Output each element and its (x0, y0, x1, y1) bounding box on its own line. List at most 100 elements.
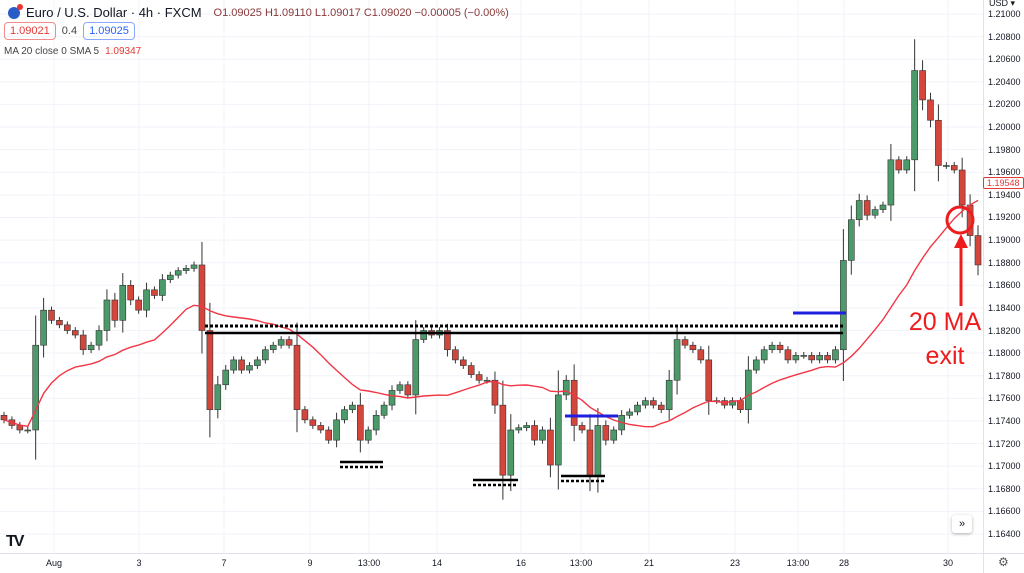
candle-body (626, 411, 633, 416)
candle-body (206, 330, 214, 410)
currency-selector[interactable]: USD ▾ (989, 0, 1016, 8)
candle-body (855, 200, 863, 221)
candle-body (903, 159, 911, 171)
candle-body (238, 359, 245, 371)
candle-body (642, 400, 649, 406)
candle-body (198, 264, 206, 331)
candle-body (705, 359, 713, 401)
candle-body (246, 365, 253, 371)
candle-body (507, 429, 515, 476)
candle-body (499, 404, 507, 476)
candle-body (824, 355, 831, 361)
exit-circle (945, 205, 975, 235)
candle-body (16, 425, 24, 431)
candle-body (412, 339, 420, 396)
price-tick-label: 1.20800 (988, 31, 1021, 42)
candle-body (262, 349, 269, 361)
price-tick-label: 1.20000 (988, 122, 1021, 133)
candle-body (380, 404, 388, 416)
indicator-label: MA 20 close 0 SMA 5 (4, 46, 100, 57)
price-tick-label: 1.19000 (988, 235, 1021, 246)
candle-body (459, 359, 467, 366)
price-tick-label: 1.18800 (988, 257, 1021, 268)
candle-body (87, 344, 95, 351)
candle-body (808, 355, 816, 361)
candle-body (974, 235, 982, 266)
candle-body (364, 429, 372, 441)
candle-body (816, 355, 823, 361)
price-tick-label: 1.18400 (988, 302, 1021, 313)
spread-value: 0.4 (61, 25, 78, 37)
candle-body (135, 299, 142, 311)
candle-body (776, 344, 784, 351)
price-tick-label: 1.17400 (988, 415, 1021, 426)
indicator-legend[interactable]: MA 20 close 0 SMA 5 1.09347 (4, 46, 141, 57)
time-tick-label: 23 (729, 558, 741, 568)
symbol-title[interactable]: Euro / U.S. Dollar · 4h · FXCM (26, 5, 202, 20)
buy-button[interactable]: 1.09025 (83, 22, 135, 40)
candle-body (681, 339, 689, 346)
high-value: H1.09110 (264, 6, 312, 19)
candle-body (950, 165, 958, 171)
candle-body (879, 204, 887, 210)
candle-body (32, 344, 39, 431)
candle-body (103, 299, 111, 331)
annotation-line1: 20 MA (908, 308, 982, 336)
candle-body (388, 390, 396, 406)
candle-body (48, 309, 55, 321)
sell-button[interactable]: 1.09021 (4, 22, 56, 40)
candle-body (309, 419, 317, 426)
candle-body (943, 165, 950, 167)
candle-body (222, 369, 230, 386)
candle-body (515, 427, 523, 431)
candle-body (483, 379, 491, 382)
candle-body (420, 330, 427, 340)
candle-body (760, 349, 768, 361)
candle-body (935, 119, 942, 166)
candle-body (293, 344, 301, 410)
candle-body (79, 334, 87, 351)
candle-body (159, 279, 166, 296)
candle-body (863, 200, 871, 216)
change-value: −0.00005 (−0.00%) (414, 6, 509, 19)
price-tick-label: 1.17200 (988, 438, 1021, 449)
candle-body (927, 99, 934, 121)
candle-body (887, 159, 895, 206)
candle-body (269, 344, 277, 351)
candle-body (475, 374, 483, 381)
candle-body (578, 425, 586, 431)
moving-average-line (3, 199, 979, 428)
candle-body (71, 330, 79, 336)
time-tick-label: 13:00 (357, 558, 381, 568)
candle-body (697, 349, 705, 361)
price-tick-label: 1.21000 (988, 9, 1021, 19)
price-tick-label: 1.17600 (988, 393, 1021, 404)
settings-gear-icon[interactable]: ⚙ (998, 555, 1009, 569)
tradingview-logo[interactable]: TV (6, 533, 25, 550)
candle-body (333, 419, 340, 441)
candle-body (190, 264, 198, 269)
candle-body (737, 400, 744, 410)
scroll-to-realtime-button[interactable]: » (952, 515, 972, 533)
candle-body (657, 404, 665, 410)
candle-body (0, 414, 8, 421)
candle-body (151, 289, 158, 296)
candle-body (301, 409, 309, 421)
exit-arrow-head (954, 234, 968, 248)
candle-body (349, 404, 356, 410)
candle-body (562, 379, 570, 396)
candle-body (848, 219, 855, 261)
time-tick-label: 14 (431, 558, 443, 568)
candle-body (594, 425, 602, 476)
candle-body (840, 260, 847, 351)
candle-body (143, 289, 150, 311)
candle-body (254, 359, 261, 366)
indicator-value: 1.09347 (105, 46, 142, 57)
price-tick-label: 1.16800 (988, 483, 1021, 494)
candle-body (285, 339, 293, 346)
candle-body (958, 169, 966, 206)
price-tick-label: 1.18200 (988, 325, 1021, 336)
candle-body (871, 209, 879, 216)
price-tick-label: 1.20600 (988, 54, 1021, 65)
